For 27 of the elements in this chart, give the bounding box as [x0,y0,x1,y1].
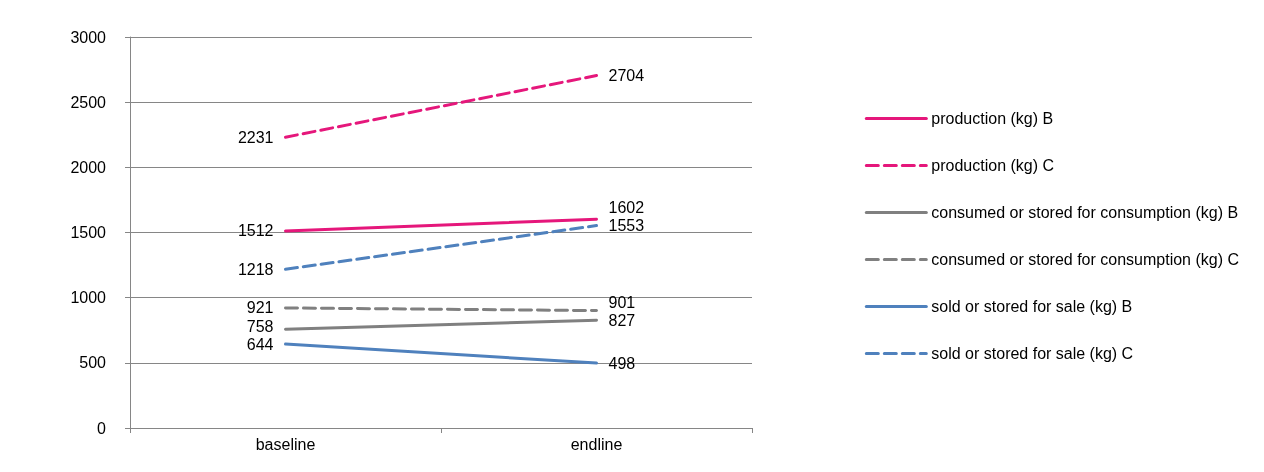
x-tick-label: baseline [255,435,316,453]
y-tick-label: 0 [97,419,107,437]
data-label: 644 [246,335,274,353]
data-label: 2231 [237,128,274,146]
y-tick-label: 1000 [70,289,107,307]
data-label: 758 [246,317,274,335]
legend-label: consumed or stored for consumption (kg) C [931,251,1239,268]
y-tick-label: 2000 [70,158,107,176]
legend-label: production (kg) C [931,157,1055,174]
y-tick-label: 2500 [70,93,107,111]
y-tick-label: 1500 [70,224,107,241]
data-label: 2704 [608,67,645,85]
data-label: 1512 [237,222,274,240]
data-label: 901 [608,293,636,311]
legend-label: sold or stored for sale (kg) B [931,298,1133,315]
x-tick-label: endline [570,435,623,453]
data-label: 921 [246,299,274,317]
legend-label: consumed or stored for consumption (kg) B [931,204,1239,221]
data-label: 498 [608,354,636,372]
data-label: 827 [608,311,636,329]
y-tick-label: 500 [79,354,107,372]
legend-label: sold or stored for sale (kg) C [931,345,1134,362]
legend-label: production (kg) B [931,110,1054,127]
data-label: 1218 [237,260,274,278]
data-label: 1602 [608,199,645,217]
data-label: 1553 [608,217,645,235]
y-tick-label: 3000 [70,28,107,46]
